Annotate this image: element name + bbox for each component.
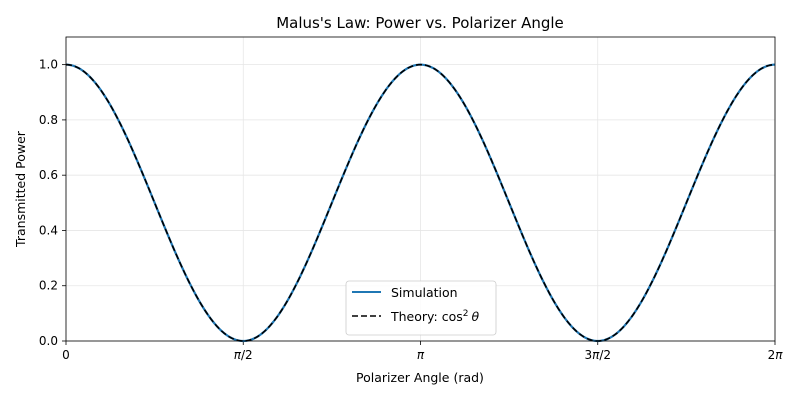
- y-tick-label: 0.2: [39, 279, 58, 293]
- y-tick-label: 0.0: [39, 334, 58, 348]
- x-tick-label: π: [417, 348, 425, 362]
- axis-ticks: 0 π/2 π 3π/2 2π 0.0 0.2 0.4 0.6 0.8 1.0: [39, 58, 783, 362]
- x-tick-label: π/2: [234, 348, 253, 362]
- x-tick-label: 0: [62, 348, 70, 362]
- legend: Simulation Theory: cos2 θ: [345, 280, 497, 336]
- x-axis-label: Polarizer Angle (rad): [356, 370, 484, 385]
- y-axis-label: Transmitted Power: [13, 130, 28, 248]
- chart-title: Malus's Law: Power vs. Polarizer Angle: [276, 14, 564, 32]
- theory-line: [65, 63, 776, 342]
- legend-theory-text: Theory: cos: [390, 309, 463, 324]
- plot-frame: [65, 36, 776, 342]
- legend-box: [345, 280, 497, 336]
- y-tick-label: 0.8: [39, 113, 58, 127]
- x-tick-label: 3π/2: [584, 348, 611, 362]
- x-tick-label: 2π: [768, 348, 784, 362]
- plot-series: [65, 63, 776, 343]
- y-tick-label: 1.0: [39, 58, 58, 72]
- y-tick-label: 0.6: [39, 168, 58, 182]
- legend-theory-superscript: 2: [463, 309, 469, 319]
- legend-theory-variable: θ: [471, 309, 479, 324]
- legend-simulation-label: Simulation: [391, 285, 458, 300]
- legend-theory-label: Theory: cos2 θ: [390, 309, 479, 324]
- y-tick-label: 0.4: [39, 223, 58, 237]
